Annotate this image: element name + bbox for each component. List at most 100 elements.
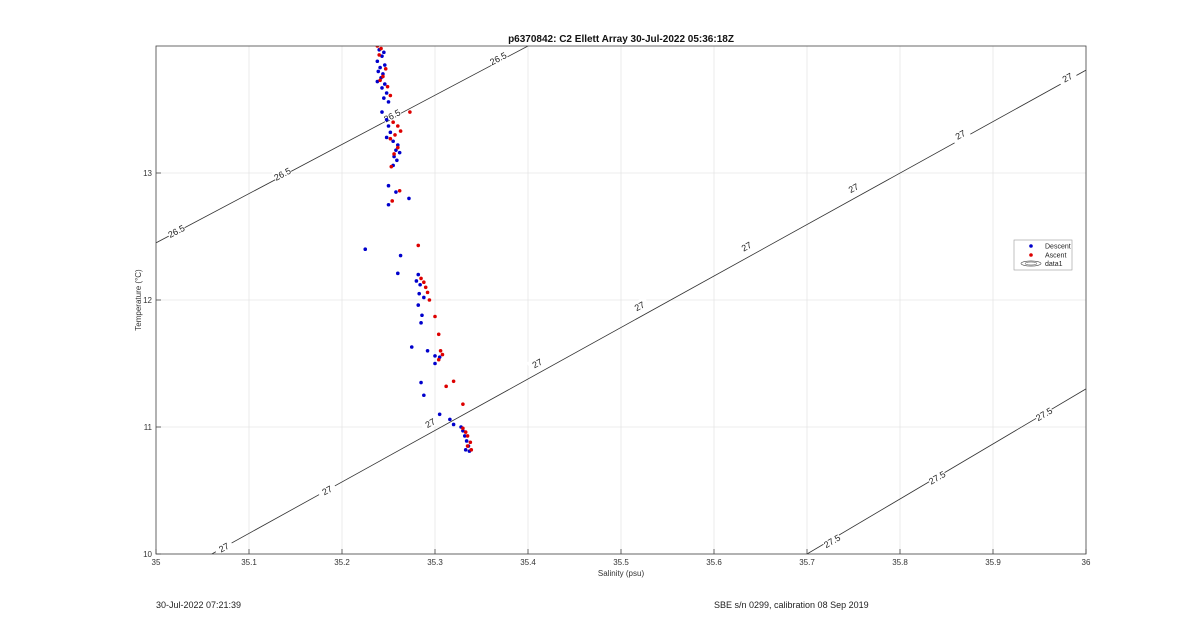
descent-point (396, 271, 400, 276)
ascent-point (461, 402, 465, 406)
descent-point (384, 135, 389, 140)
contour-label-bg (487, 49, 509, 68)
contour-label: 27 (320, 484, 334, 498)
x-tick-label: 35.8 (892, 558, 908, 567)
descent-point (382, 63, 387, 67)
contour-label: 27 (633, 300, 647, 314)
ascent-point (433, 314, 437, 319)
contour-label-bg (821, 531, 843, 551)
descent-point (398, 253, 403, 258)
contour-label: 27 (1061, 71, 1075, 85)
descent-point (419, 380, 423, 385)
descent-point (396, 143, 400, 147)
axis-ticks: 35 35.1 35.2 35.3 35.4 35.5 35.6 35.7 35.8 35.9 36… (143, 169, 1091, 567)
descent-point (382, 82, 387, 86)
descent-point (416, 272, 421, 277)
descent-point (376, 69, 381, 74)
ascent-point (463, 430, 468, 434)
contour-label-bg (926, 468, 948, 487)
descent-point (409, 345, 414, 349)
contour-label-bg (1056, 68, 1078, 87)
legend-label-data1: data1 (1045, 261, 1063, 268)
x-tick-label: 35.6 (706, 558, 722, 567)
contour-label-bg (735, 237, 757, 256)
ascent-point (390, 199, 395, 203)
descent-point (433, 361, 437, 366)
ascent-point (388, 136, 393, 141)
y-tick-label: 10 (143, 550, 152, 559)
descent-point (386, 124, 391, 128)
legend-marker-data1-inner (1024, 261, 1038, 266)
legend-label-descent: Descent (1045, 244, 1071, 251)
ascent-point (468, 440, 473, 445)
ascent-point (379, 46, 383, 51)
x-tick-label: 35.9 (985, 558, 1001, 567)
contour-label: 27 (217, 541, 231, 555)
descent-point (381, 72, 385, 76)
contour-label: 27 (954, 128, 968, 142)
contour-label-bg (526, 353, 548, 373)
descent-point (448, 417, 452, 422)
x-tick-label: 35.1 (241, 558, 257, 567)
ascent-point (438, 349, 443, 353)
ascent-point (408, 110, 412, 114)
contour-label-bg (628, 296, 650, 316)
contour-label-group: 27 (735, 237, 757, 256)
descent-point (388, 130, 393, 135)
contour-label-bg (1033, 404, 1055, 424)
legend-label-ascent: Ascent (1045, 253, 1066, 260)
ascent-point (398, 129, 403, 133)
y-tick-label: 12 (143, 296, 152, 305)
descent-point (394, 190, 398, 194)
legend: Descent Ascent data1 (1013, 239, 1073, 271)
x-tick-label: 35.7 (799, 558, 815, 567)
descent-point (425, 349, 430, 353)
legend-marker-ascent (1029, 253, 1033, 257)
ascent-point (423, 285, 428, 290)
x-axis-label: Salinity (psu) (598, 569, 645, 578)
x-tick-label: 35.3 (427, 558, 443, 567)
descent-point (386, 202, 391, 207)
descent-point (420, 313, 424, 318)
descent-point (433, 354, 437, 358)
descent-point (437, 412, 442, 417)
contour-label-group: 27 (526, 353, 548, 373)
descent-point (382, 50, 386, 55)
ascent-point (396, 145, 400, 150)
ascent-point (388, 93, 393, 98)
descent-point (416, 303, 421, 307)
contour-label: 27 (847, 181, 861, 195)
contour-label-bg (419, 413, 441, 432)
descent-point (392, 154, 396, 159)
descent-point (463, 448, 468, 452)
descent-point (461, 429, 465, 433)
descent-point (407, 196, 411, 201)
descent-point (386, 100, 391, 104)
contour-label-bg (949, 125, 971, 144)
ascent-point (389, 164, 394, 169)
legend-marker-data1 (1020, 260, 1042, 267)
descent-point (464, 439, 469, 443)
y-tick-label: 11 (144, 423, 153, 432)
contour-line-27 (211, 69, 1086, 554)
contour-label-bg (842, 178, 864, 197)
ascent-point (391, 120, 395, 124)
contour-label-group: 27 (842, 178, 864, 197)
ascent-point (419, 276, 423, 281)
descent-point (375, 59, 380, 64)
x-tick-label: 36 (1082, 558, 1091, 567)
ascent-point (381, 74, 385, 79)
descent-point (394, 148, 398, 152)
descent-point (397, 150, 402, 155)
x-tick-label: 35.4 (520, 558, 536, 567)
y-axis-label: Temperature (°C) (134, 269, 143, 331)
ascent-point (444, 384, 448, 389)
ascent-point (427, 298, 432, 302)
descent-point (375, 79, 380, 84)
ascent-point (383, 67, 388, 71)
contour-line-26-5 (156, 46, 529, 244)
ascent-point (416, 243, 421, 248)
descent-point (451, 422, 456, 427)
legend-box (1013, 239, 1073, 271)
